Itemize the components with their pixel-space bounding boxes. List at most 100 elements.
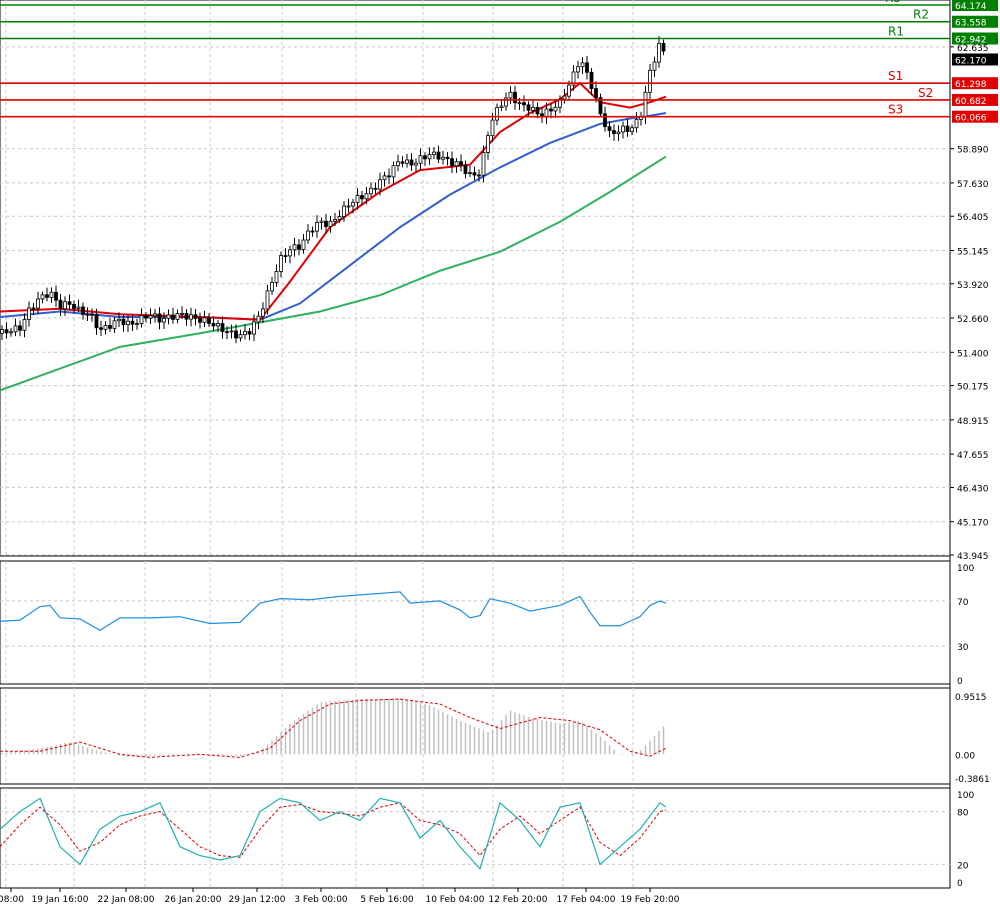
x-tick-label: 08:00 — [0, 895, 24, 905]
candle-body-down — [472, 172, 477, 176]
rsi-tick-label: 0 — [957, 677, 963, 687]
candle-body-up — [405, 159, 409, 164]
candle-body-up — [378, 179, 382, 190]
candle-body-up — [346, 205, 351, 208]
candle-body-up — [40, 294, 45, 300]
candle-body-up — [558, 98, 562, 108]
y-tick-label: 46.430 — [957, 484, 989, 494]
candle-body-down — [54, 291, 58, 301]
candle-body-up — [427, 154, 432, 160]
y-tick-label: 55.145 — [957, 247, 989, 257]
y-tick-label: 58.890 — [957, 146, 989, 156]
panel-frame-rsi — [0, 560, 951, 685]
level-price-tag-r1 — [952, 32, 998, 45]
candle-body-up — [634, 119, 639, 129]
candle-body-up — [292, 244, 297, 251]
candle-body-up — [27, 307, 31, 320]
candle-body-up — [342, 205, 346, 217]
candle-body-down — [297, 244, 301, 250]
candle-body-down — [522, 102, 526, 106]
level-label-s1: S1 — [888, 69, 903, 83]
candle-body-down — [661, 42, 666, 52]
macd-tick-label: 0.9515 — [955, 693, 987, 703]
y-tick-label: 56.405 — [957, 213, 989, 223]
candle-body-down — [234, 330, 238, 339]
candle-body-down — [549, 108, 553, 112]
ma-slow-line — [0, 155, 667, 392]
candle-body-up — [508, 91, 513, 99]
candle-body-down — [184, 313, 189, 320]
candle-body-up — [580, 62, 585, 68]
candle-body-up — [495, 107, 499, 121]
candle-body-up — [337, 216, 342, 220]
y-tick-label: 50.175 — [957, 383, 989, 393]
candle-body-down — [130, 320, 135, 325]
candle-body-up — [567, 84, 571, 97]
candle-body-down — [67, 301, 72, 305]
y-tick-label: 51.400 — [957, 349, 989, 359]
candle-body-up — [616, 131, 621, 135]
level-price-s3: 60.066 — [955, 114, 987, 124]
x-tick-label: 17 Feb 04:00 — [556, 895, 615, 905]
candle-body-up — [265, 290, 270, 310]
candle-body-up — [153, 313, 157, 317]
candle-body-down — [247, 331, 252, 335]
level-price-s1: 61.298 — [955, 80, 987, 90]
x-tick-label: 3 Feb 00:00 — [294, 895, 348, 905]
candle-body-up — [531, 106, 535, 111]
candle-body-up — [499, 105, 504, 108]
candle-body-up — [643, 91, 648, 118]
candle-body-up — [630, 127, 634, 132]
candle-body-up — [486, 135, 490, 153]
level-price-tag-r3 — [952, 0, 998, 11]
y-tick-label: 48.915 — [957, 417, 989, 427]
candle-body-up — [243, 331, 247, 336]
x-tick-label: 29 Jan 12:00 — [229, 895, 286, 905]
x-tick-label: 26 Jan 20:00 — [165, 895, 222, 905]
candle-body-up — [22, 319, 27, 331]
candle-body-up — [364, 193, 369, 200]
candle-body-up — [396, 161, 400, 167]
candle-body-up — [279, 255, 283, 272]
candle-body-up — [562, 95, 567, 100]
candle-body-down — [144, 315, 148, 319]
level-label-r3: R3 — [885, 0, 901, 5]
candle-body-up — [288, 249, 292, 257]
stoch-tick-label: 80 — [957, 809, 969, 819]
candle-body-up — [274, 270, 279, 283]
candle-body-up — [148, 315, 153, 319]
candle-body-down — [607, 126, 612, 132]
current-price-tag — [952, 53, 998, 66]
candle-body-down — [18, 325, 22, 331]
candle-body-up — [139, 315, 144, 325]
candle-body-up — [418, 155, 423, 164]
candle-body-up — [256, 315, 261, 323]
level-label-r2: R2 — [913, 8, 929, 22]
candle-body-up — [441, 156, 445, 160]
candle-body-down — [436, 151, 441, 160]
x-tick-label: 22 Jan 08:00 — [98, 895, 155, 905]
candle-body-down — [594, 88, 598, 99]
candle-body-up — [490, 119, 495, 137]
candle-body-up — [229, 330, 234, 333]
candle-body-down — [513, 91, 517, 104]
candle-body-up — [517, 102, 522, 105]
y-tick-label: 45.170 — [957, 519, 989, 529]
candle-body-down — [81, 306, 85, 315]
candle-body-up — [382, 175, 387, 181]
candle-body-up — [166, 314, 171, 319]
x-tick-label: 10 Feb 04:00 — [425, 895, 484, 905]
candle-body-down — [463, 164, 468, 175]
candle-body-down — [360, 195, 364, 200]
candle-body-down — [423, 155, 427, 160]
candle-body-up — [103, 325, 108, 330]
candle-body-down — [387, 175, 391, 178]
candle-body-up — [369, 187, 373, 195]
candle-body-up — [238, 334, 243, 339]
candle-body-down — [589, 71, 594, 89]
candle-body-down — [108, 325, 112, 329]
candle-body-down — [72, 304, 76, 309]
stoch-tick-label: 100 — [957, 791, 974, 801]
